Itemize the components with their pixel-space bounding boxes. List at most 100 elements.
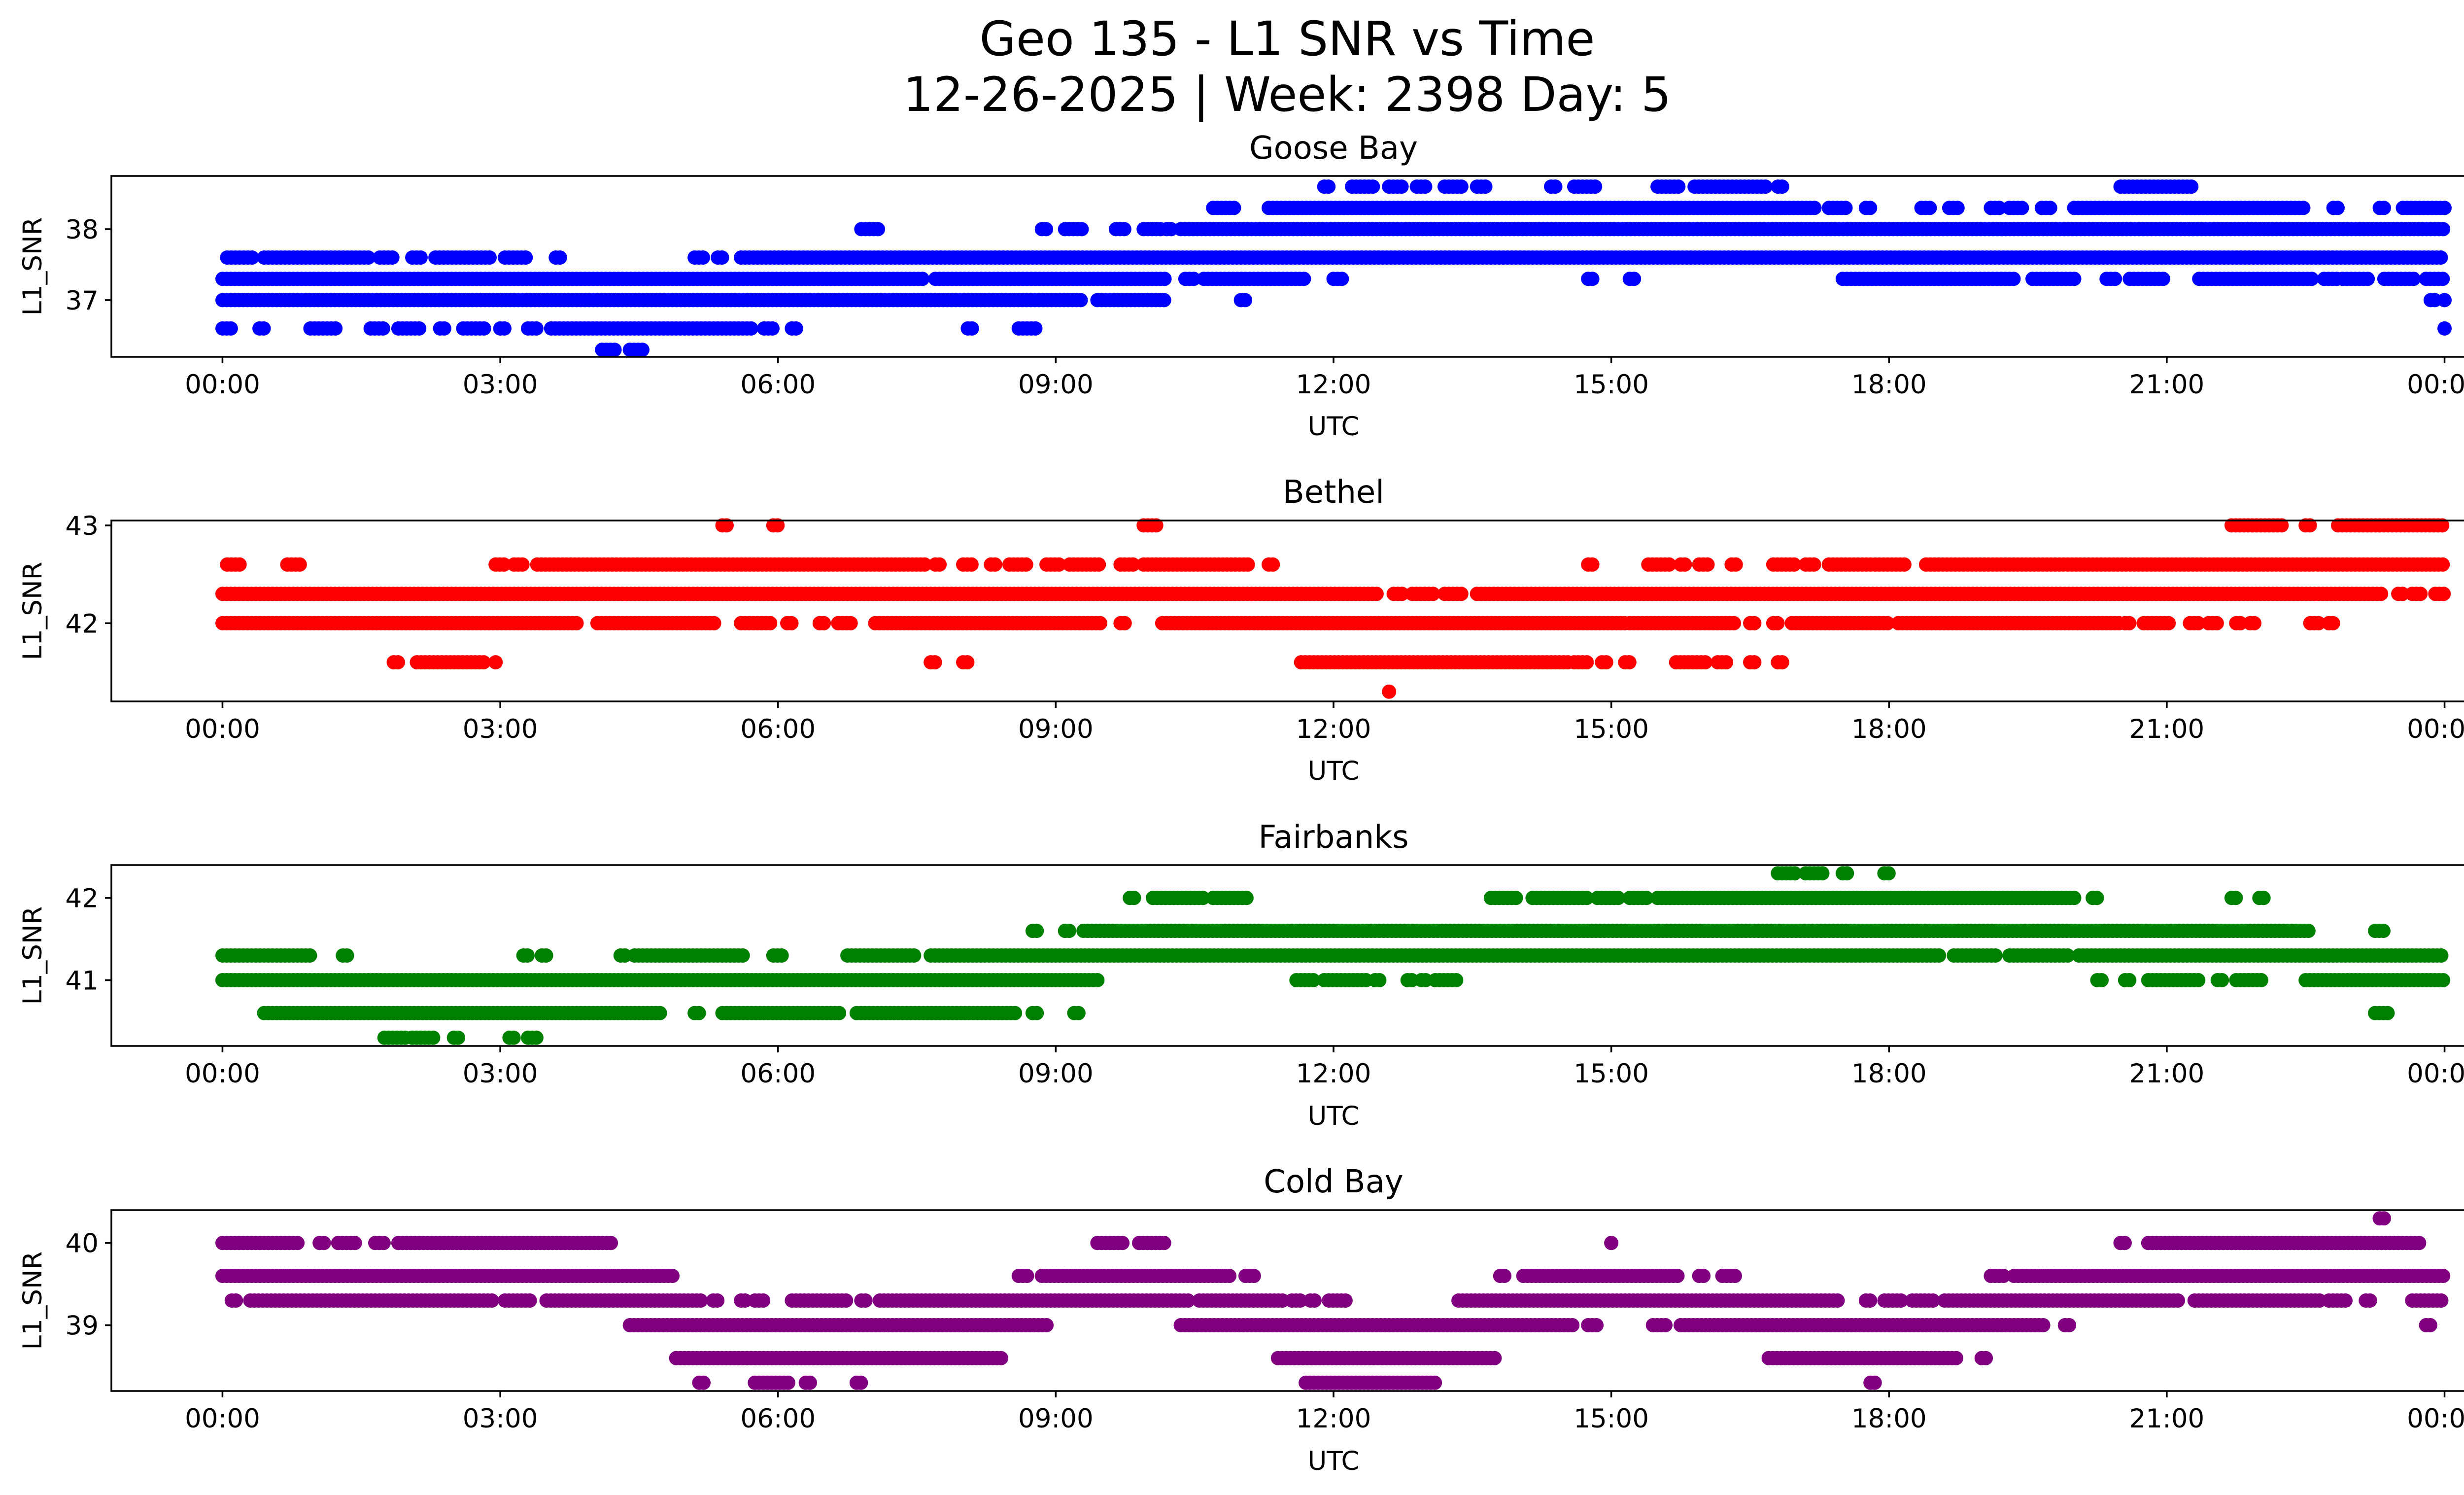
y-axis-label: L1_SNR: [18, 562, 48, 661]
data-point: [1117, 616, 1132, 630]
data-point: [635, 343, 650, 357]
data-point: [715, 250, 729, 265]
data-point: [2122, 616, 2137, 630]
data-point: [1395, 587, 1409, 601]
data-point: [918, 557, 932, 572]
panel-goose-bay: Goose Bay 00:00 03:00 06:00 09:00 12:00 15:00…: [18, 130, 2464, 442]
data-point: [2067, 272, 2082, 286]
data-point: [2089, 891, 2104, 905]
y-tick-label: 42: [66, 609, 99, 639]
data-point: [1719, 655, 1734, 670]
data-point: [2191, 616, 2206, 630]
data-point: [1196, 891, 1210, 905]
data-point: [2060, 948, 2075, 963]
x-tick-label: 12:00: [1296, 1059, 1371, 1089]
data-point: [539, 948, 553, 963]
data-point: [1297, 272, 1311, 286]
data-point: [361, 250, 376, 265]
x-axis-label: UTC: [1307, 756, 1359, 786]
y-tick-label: 37: [66, 286, 99, 316]
data-point: [1335, 272, 1349, 286]
data-point: [1599, 655, 1613, 670]
x-tick-label: 15:00: [1574, 1059, 1649, 1089]
data-point: [1588, 179, 1603, 194]
data-point: [2161, 616, 2176, 630]
data-point: [1449, 973, 1464, 987]
data-point: [497, 557, 512, 572]
data-point: [1240, 557, 1255, 572]
data-point: [2184, 179, 2199, 194]
data-point: [1585, 557, 1600, 572]
data-point: [2435, 557, 2450, 572]
data-point: [691, 1006, 706, 1020]
data-point: [2302, 518, 2317, 533]
data-point: [784, 616, 799, 630]
data-point: [817, 616, 831, 630]
data-point: [2437, 201, 2452, 215]
x-tick-label: 00:00: [185, 370, 260, 400]
data-point: [1922, 201, 1937, 215]
scatter-points: [215, 866, 2451, 1045]
data-point: [1807, 557, 1821, 572]
data-point: [1157, 272, 1172, 286]
data-point: [476, 655, 491, 670]
data-point: [340, 948, 354, 963]
data-point: [1127, 891, 1141, 905]
data-point: [1579, 655, 1594, 670]
x-tick-label: 00:00: [185, 714, 260, 744]
data-point: [2304, 272, 2319, 286]
data-point: [770, 518, 785, 533]
data-point: [735, 948, 750, 963]
data-point: [2254, 973, 2268, 987]
data-point: [412, 321, 427, 336]
data-point: [2247, 616, 2261, 630]
data-point: [927, 655, 942, 670]
data-point: [1157, 293, 1171, 308]
data-point: [506, 1030, 521, 1045]
x-tick-label: 18:00: [1851, 1059, 1927, 1089]
x-tick-label: 06:00: [740, 714, 816, 744]
x-tick-label: 00:00: [2407, 714, 2464, 744]
data-point: [2326, 616, 2340, 630]
data-point: [1029, 1006, 1044, 1020]
data-point: [1019, 557, 1033, 572]
data-point: [2437, 321, 2452, 336]
data-point: [964, 321, 979, 336]
data-point: [2435, 272, 2450, 286]
data-point: [256, 321, 271, 336]
data-point: [1787, 866, 1802, 881]
y-axis-label: L1_SNR: [18, 906, 48, 1005]
data-point: [316, 1236, 331, 1251]
data-point: [1157, 1236, 1171, 1251]
data-point: [2311, 616, 2326, 630]
data-point: [1897, 557, 1912, 572]
data-point: [1728, 557, 1743, 572]
data-point: [347, 1236, 362, 1251]
x-tick-label: 09:00: [1018, 714, 1094, 744]
data-point: [488, 655, 503, 670]
figure-title-line2: 12-26-2025 | Week: 2398 Day: 5: [903, 67, 1672, 123]
data-point: [2256, 891, 2271, 905]
data-point: [437, 321, 451, 336]
data-point: [2433, 250, 2448, 265]
x-tick-label: 00:00: [185, 1059, 260, 1089]
panel-cold-bay: Cold Bay 00:00 03:00 06:00 09:00 12:00 15:00 1…: [18, 1164, 2464, 1476]
data-point: [1604, 1236, 1619, 1251]
data-point: [1093, 616, 1107, 630]
x-tick-label: 21:00: [2129, 370, 2205, 400]
data-point: [1039, 222, 1054, 237]
data-point: [1028, 321, 1043, 336]
data-point: [1840, 866, 1854, 881]
data-point: [1454, 587, 1469, 601]
data-point: [223, 321, 238, 336]
x-tick-label: 21:00: [2129, 1059, 2205, 1089]
data-point: [515, 557, 530, 572]
data-point: [2209, 616, 2224, 630]
data-point: [1881, 866, 1896, 881]
x-axis: 00:00 03:00 06:00 09:00 12:00 15:00 18:00 21:00…: [185, 1046, 2464, 1089]
x-tick-label: 18:00: [1851, 714, 1927, 744]
data-point: [932, 557, 947, 572]
